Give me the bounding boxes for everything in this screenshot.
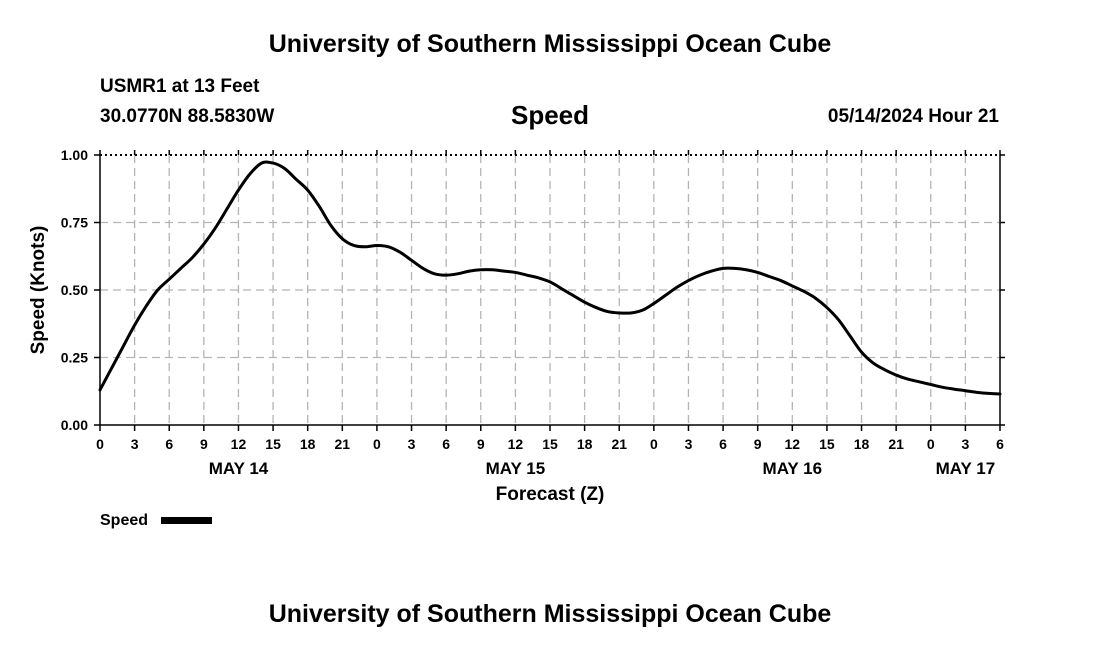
y-axis-label: Speed (Knots) xyxy=(28,226,49,355)
x-tick-label: 21 xyxy=(611,436,627,452)
x-day-label: MAY 14 xyxy=(209,459,269,478)
x-tick-label: 18 xyxy=(577,436,593,452)
x-tick-label: 6 xyxy=(996,436,1004,452)
x-tick-label: 12 xyxy=(508,436,524,452)
x-tick-label: 9 xyxy=(200,436,208,452)
x-tick-label: 21 xyxy=(335,436,351,452)
x-day-label: MAY 17 xyxy=(936,459,996,478)
chart-title: Speed xyxy=(510,100,590,130)
station-label: USMR1 at 13 Feet xyxy=(100,76,260,97)
x-tick-label: 0 xyxy=(927,436,935,452)
y-tick-label: 0.00 xyxy=(61,417,88,433)
legend: Speed xyxy=(100,512,212,529)
x-tick-label: 12 xyxy=(231,436,247,452)
x-tick-label: 9 xyxy=(754,436,762,452)
x-tick-label: 15 xyxy=(542,436,558,452)
speed-series-line xyxy=(98,160,1002,396)
x-tick-label: 18 xyxy=(300,436,316,452)
x-tick-label: 3 xyxy=(685,436,693,452)
x-tick-label: 21 xyxy=(888,436,904,452)
x-tick-label: 0 xyxy=(96,436,104,452)
x-tick-label: 6 xyxy=(165,436,173,452)
coordinates-label: 30.0770N 88.5830W xyxy=(100,106,275,127)
x-day-label: MAY 15 xyxy=(486,459,546,478)
x-tick-label: 6 xyxy=(442,436,450,452)
y-tick-label: 0.25 xyxy=(61,350,88,366)
x-tick-label: 18 xyxy=(854,436,870,452)
x-tick-label: 0 xyxy=(373,436,381,452)
legend-label-speed: Speed xyxy=(100,512,148,529)
x-tick-label: 3 xyxy=(408,436,416,452)
legend-swatch-speed xyxy=(161,517,212,524)
axes-layer: 0 3 6 9 12 15 18 21 0 3 6 9 12 15 18 21 0 3 6 9 12 15 18 21 0 3 6 0… xyxy=(61,147,1005,478)
y-tick-label: 0.75 xyxy=(61,215,88,231)
x-tick-label: 9 xyxy=(477,436,485,452)
x-tick-label: 15 xyxy=(265,436,281,452)
x-tick-label: 6 xyxy=(719,436,727,452)
x-day-label: MAY 16 xyxy=(763,459,823,478)
page-title: University of Southern Mississippi Ocean… xyxy=(268,30,832,58)
x-axis-label: Forecast (Z) xyxy=(496,484,605,505)
x-tick-label: 12 xyxy=(785,436,801,452)
x-tick-label: 3 xyxy=(961,436,969,452)
footer-title: University of Southern Mississippi Ocean… xyxy=(268,600,832,628)
x-tick-label: 0 xyxy=(650,436,658,452)
x-tick-label: 15 xyxy=(819,436,835,452)
y-tick-label: 0.50 xyxy=(61,282,88,298)
y-tick-label: 1.00 xyxy=(61,147,88,163)
x-tick-label: 3 xyxy=(131,436,139,452)
grid-layer xyxy=(100,155,1000,425)
forecast-datetime: 05/14/2024 Hour 21 xyxy=(827,106,999,127)
